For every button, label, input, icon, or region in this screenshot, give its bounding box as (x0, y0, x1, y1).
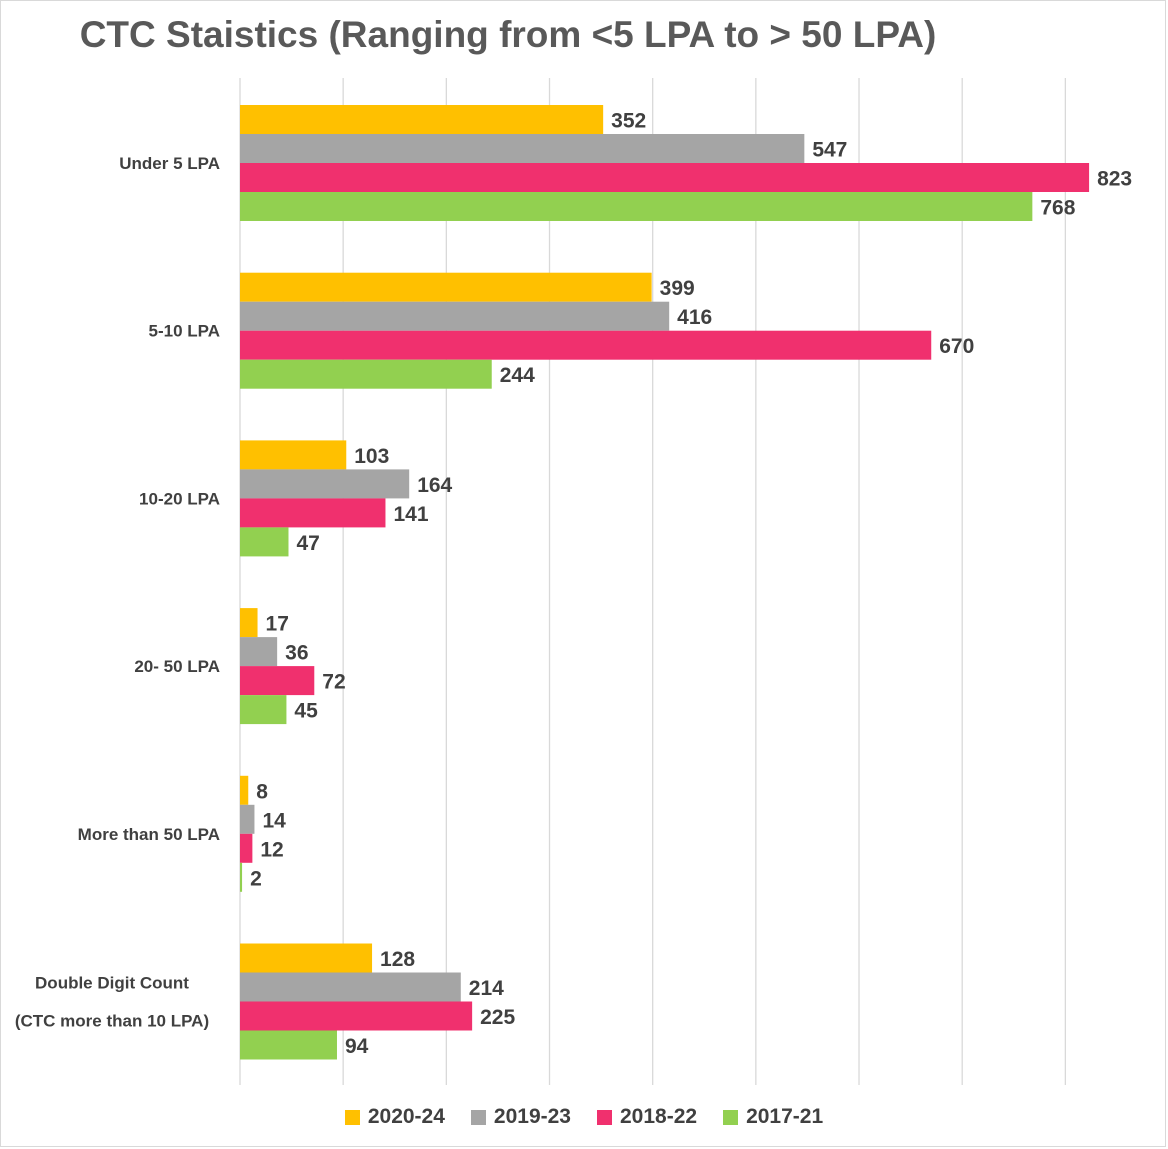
legend-item: 2017-21 (723, 1105, 823, 1129)
category-label: More than 50 LPA (78, 825, 220, 844)
data-label: 225 (480, 1006, 515, 1029)
category-label: 10-20 LPA (139, 489, 220, 508)
category-label: Double Digit Count (35, 974, 189, 993)
data-label: 128 (380, 948, 415, 971)
bar-2019-23 (240, 301, 670, 331)
chart-title: CTC Staistics (Ranging from <5 LPA to > … (79, 14, 937, 55)
data-label: 352 (611, 110, 646, 133)
bar-chart: Under 5 LPA 352 547 823 768 5-10 LPA 399 416 670… (15, 78, 1132, 1085)
legend-label: 2019-23 (493, 1105, 571, 1128)
bar-2019-23 (240, 637, 278, 667)
data-label: 45 (294, 700, 318, 723)
bar-2020-24 (240, 608, 258, 638)
data-label: 399 (660, 277, 695, 300)
data-label: 36 (285, 642, 308, 665)
bar-2017-21 (240, 527, 289, 557)
data-label: 72 (322, 671, 345, 694)
data-label: 17 (266, 613, 289, 636)
bar-2018-22 (240, 498, 386, 528)
legend-item: 2018-22 (597, 1105, 697, 1129)
data-label: 141 (393, 503, 428, 526)
legend-swatch (470, 1109, 486, 1125)
bar-2018-22 (240, 163, 1090, 192)
data-label: 164 (417, 474, 452, 497)
data-label: 768 (1040, 197, 1075, 220)
data-label: 214 (469, 977, 504, 1000)
bar-2019-23 (240, 134, 805, 163)
legend-item: 2019-23 (470, 1105, 571, 1129)
bar-2020-24 (240, 775, 249, 805)
legend-item: 2020-24 (344, 1105, 445, 1129)
legend-swatch (723, 1109, 739, 1125)
bar-2017-21 (240, 1030, 337, 1060)
data-label: 823 (1097, 168, 1132, 191)
bar-2018-22 (240, 833, 253, 863)
data-label: 8 (256, 780, 268, 803)
bar-2020-24 (240, 272, 652, 302)
legend-label: 2020-24 (367, 1105, 445, 1128)
category-label: (CTC more than 10 LPA) (15, 1012, 209, 1031)
category-label: 5-10 LPA (149, 322, 221, 341)
bar-2017-21 (240, 192, 1033, 221)
data-label: 2 (250, 867, 262, 890)
bar-2017-21 (240, 359, 492, 389)
legend-label: 2018-22 (620, 1105, 698, 1128)
data-label: 14 (262, 809, 286, 832)
data-label: 12 (260, 838, 283, 861)
bar-2018-22 (240, 1001, 473, 1031)
data-label: 244 (500, 364, 535, 387)
bar-2018-22 (240, 330, 932, 360)
bar-2019-23 (240, 972, 461, 1002)
bar-2020-24 (240, 943, 373, 973)
bar-2017-21 (240, 695, 287, 725)
legend-swatch (344, 1109, 360, 1125)
bar-2019-23 (240, 469, 410, 499)
legend-label: 2017-21 (746, 1105, 824, 1128)
data-label: 103 (354, 445, 389, 468)
data-label: 94 (345, 1035, 369, 1058)
category-label: Under 5 LPA (119, 154, 220, 173)
bar-2017-21 (240, 862, 243, 892)
data-label: 670 (939, 335, 974, 358)
data-label: 47 (296, 532, 319, 555)
legend-swatch (597, 1109, 612, 1125)
bar-2018-22 (240, 666, 315, 696)
data-label: 547 (812, 139, 847, 162)
data-label: 416 (677, 306, 712, 329)
bar-2020-24 (240, 440, 347, 470)
bar-2019-23 (240, 804, 255, 834)
bar-2020-24 (240, 105, 604, 134)
category-label: 20- 50 LPA (134, 657, 220, 676)
chart-legend: 2020-24 2019-23 2018-22 2017-21 (0, 1105, 1168, 1129)
